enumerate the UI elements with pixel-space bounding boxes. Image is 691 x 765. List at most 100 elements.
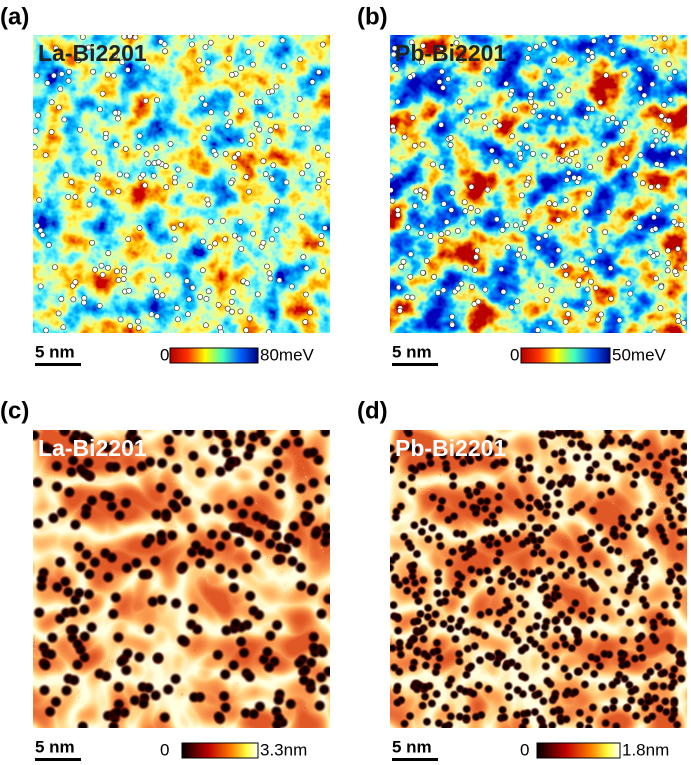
defect-pit — [517, 522, 527, 532]
dopant-dot — [87, 202, 92, 207]
defect-pit — [74, 560, 87, 573]
dopant-dot — [475, 248, 480, 253]
defect-pit — [233, 435, 246, 448]
dopant-dot — [274, 227, 279, 232]
defect-pit — [529, 548, 539, 558]
defect-pit — [392, 698, 402, 708]
dopant-dot — [113, 110, 118, 115]
defect-pit — [54, 556, 67, 569]
defect-pit — [482, 517, 492, 527]
dopant-dot — [523, 123, 528, 128]
dopant-dot — [410, 295, 415, 300]
defect-pit — [573, 627, 583, 637]
dopant-dot — [622, 72, 627, 77]
defect-pit — [625, 581, 635, 591]
dopant-dot — [469, 284, 474, 289]
dopant-dot — [315, 145, 320, 150]
defect-pit — [570, 598, 580, 608]
map-image — [385, 426, 691, 733]
defect-pit — [496, 481, 506, 491]
dopant-dot — [512, 107, 517, 112]
dopant-dot — [172, 237, 177, 242]
defect-pit — [588, 702, 598, 712]
dopant-dot — [254, 121, 259, 126]
dopant-dot — [99, 263, 104, 268]
colorbar-max: 80meV — [260, 345, 315, 364]
defect-pit — [107, 608, 120, 621]
defect-pit — [318, 683, 331, 696]
defect-pit — [589, 669, 599, 679]
map-image — [28, 424, 336, 733]
defect-pit — [235, 635, 248, 648]
dopant-dot — [274, 124, 279, 129]
defect-pit — [605, 545, 615, 555]
dopant-dot — [305, 163, 310, 168]
defect-pit — [143, 623, 156, 636]
dopant-dot — [320, 42, 325, 47]
dopant-dot — [683, 265, 688, 270]
dopant-dot — [244, 174, 249, 179]
defect-pit — [664, 576, 674, 586]
defect-pit — [507, 581, 517, 591]
panel-title: Pb-Bi2201 — [395, 40, 506, 66]
dopant-dot — [587, 227, 592, 232]
dopant-dot — [59, 296, 64, 301]
defect-pit — [238, 646, 251, 659]
defect-pit — [676, 527, 686, 537]
dopant-dot — [77, 127, 82, 132]
defect-pit — [503, 623, 513, 633]
defect-pit — [448, 547, 458, 557]
defect-pit — [573, 667, 583, 677]
defect-pit — [218, 690, 231, 703]
defect-pit — [71, 638, 84, 651]
defect-pit — [448, 481, 458, 491]
dopant-dot — [508, 163, 513, 168]
dopant-dot — [231, 164, 236, 169]
dopant-dot — [300, 214, 305, 219]
defect-pit — [93, 667, 106, 680]
dopant-dot — [485, 187, 490, 192]
dopant-dot — [476, 299, 481, 304]
defect-pit — [428, 492, 438, 502]
dopant-dot — [541, 42, 546, 47]
colorbar-max: 50meV — [612, 345, 667, 364]
defect-pit — [457, 544, 467, 554]
dopant-dot — [579, 257, 584, 262]
dopant-dot — [673, 205, 678, 210]
defect-pit — [676, 476, 686, 486]
dopant-dot — [428, 233, 433, 238]
defect-pit — [214, 540, 227, 553]
defect-pit — [60, 684, 73, 697]
dopant-dot — [567, 158, 572, 163]
dopant-dot — [155, 294, 160, 299]
defect-pit — [573, 637, 583, 647]
dopant-dot — [681, 320, 686, 325]
dopant-dot — [608, 39, 613, 44]
dopant-dot — [66, 78, 71, 83]
dopant-dot — [552, 202, 557, 207]
dopant-dot — [58, 86, 63, 91]
defect-pit — [135, 460, 148, 473]
dopant-dot — [494, 159, 499, 164]
dopant-dot — [550, 114, 555, 119]
dopant-dot — [563, 272, 568, 277]
dopant-dot — [227, 56, 232, 61]
defect-pit — [640, 581, 650, 591]
dopant-dot — [391, 128, 396, 133]
defect-pit — [493, 619, 503, 629]
defect-pit — [598, 440, 608, 450]
dopant-dot — [413, 203, 418, 208]
defect-pit — [313, 493, 326, 506]
defect-pit — [480, 504, 490, 514]
dopant-dot — [277, 278, 282, 283]
defect-pit — [67, 623, 80, 636]
dopant-dot — [43, 328, 48, 333]
defect-pit — [678, 577, 688, 587]
dopant-dot — [566, 170, 571, 175]
dopant-dot — [605, 33, 610, 38]
dopant-dot — [33, 129, 38, 134]
defect-pit — [103, 491, 116, 504]
dopant-dot — [116, 189, 121, 194]
dopant-dot — [522, 220, 527, 225]
defect-pit — [552, 625, 562, 635]
